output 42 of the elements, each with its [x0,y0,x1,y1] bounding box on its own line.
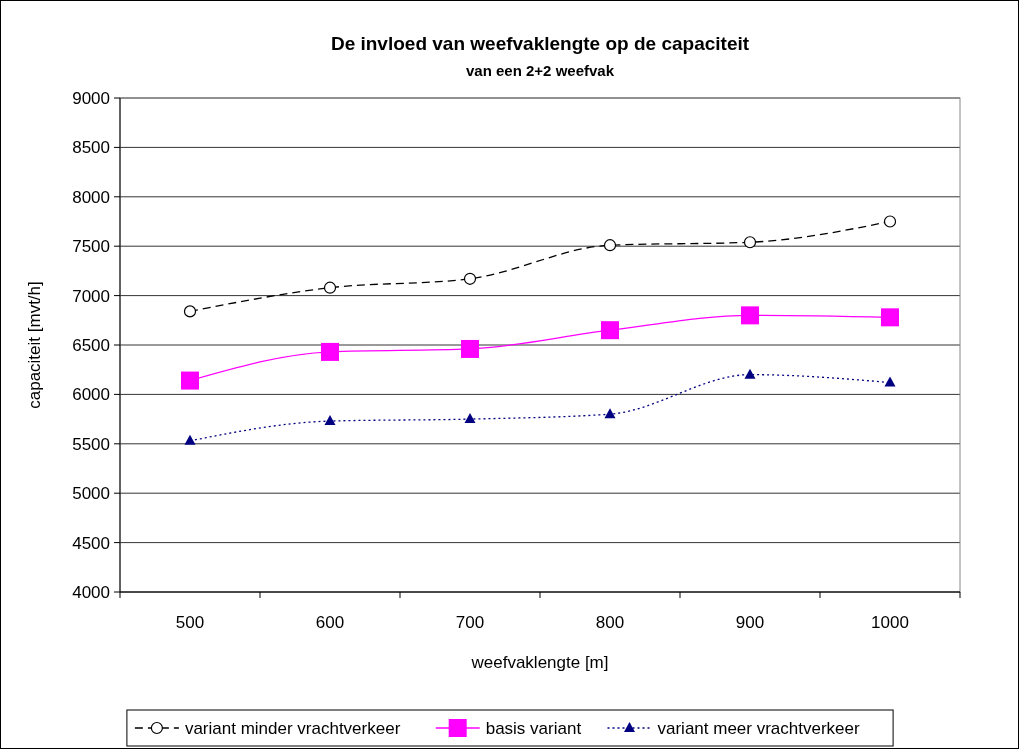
point [323,281,337,294]
y-tick-label: 5000 [72,484,110,504]
y-tick-label: 8000 [72,187,110,207]
x-tick-label: 600 [315,613,345,632]
point [181,371,199,390]
point [461,339,479,358]
point [741,306,759,325]
y-tick-label: 4500 [72,533,110,553]
y-tick-label: 6500 [72,335,110,355]
y-tick-label: 7500 [72,237,110,257]
chart-subtitle: van een 2+2 weefvak [465,62,615,79]
point [603,239,617,252]
x-axis-title: weefvaklengte [m] [470,653,609,672]
point [324,415,336,426]
y-axis-title: capaciteit [mvt/h] [25,281,44,409]
point [183,305,197,318]
y-tick-label: 5500 [72,434,110,454]
legend-label: variant minder vrachtverkeer [184,718,401,738]
y-tick-label: 9000 [72,88,110,108]
y-tick-label: 8500 [72,138,110,158]
point [743,236,757,249]
x-tick-label: 500 [175,613,205,632]
x-tick-label: 900 [735,613,765,632]
point [604,408,616,419]
point [883,215,897,228]
point [321,342,339,361]
y-tick-label: 7000 [72,286,110,306]
point [744,368,756,379]
legend-label: basis variant [485,718,582,738]
legend-label: variant meer vrachtverkeer [657,718,861,738]
point [464,413,476,424]
x-tick-label: 1000 [871,613,909,632]
x-tick-label: 700 [455,613,485,632]
x-tick-label: 800 [595,613,625,632]
point [601,321,619,340]
y-tick-label: 4000 [72,582,110,602]
point [884,376,896,387]
point [881,308,899,327]
point [463,272,477,285]
chart-title: De invloed van weefvaklengte op de capaciteit [330,33,750,54]
point [184,434,196,445]
y-tick-label: 6000 [72,385,110,405]
